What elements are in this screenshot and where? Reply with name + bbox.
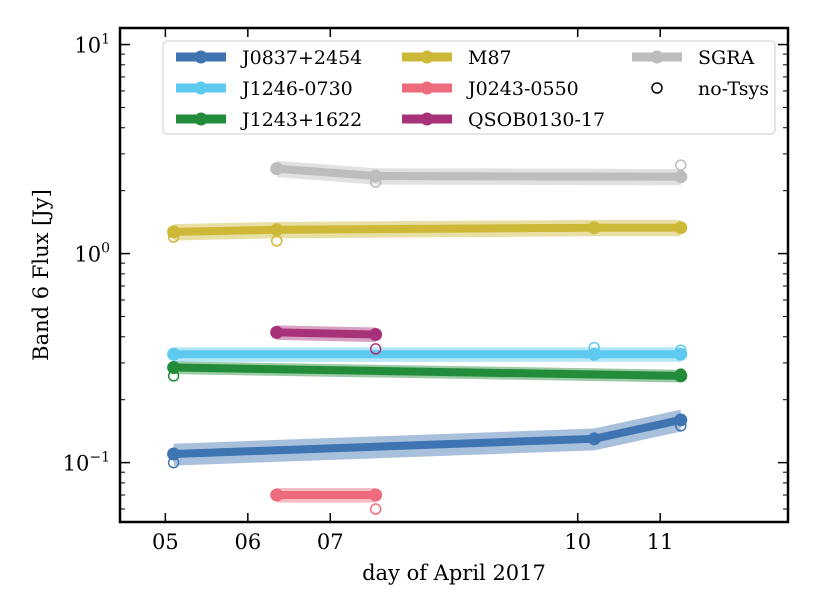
no-tsys-point-j1246-0730 <box>588 341 600 354</box>
no-tsys-point-j1243-1622 <box>675 368 687 380</box>
point-m87 <box>674 221 688 235</box>
point-sgra <box>270 162 284 176</box>
point-qsob0130-17 <box>270 325 284 339</box>
point-j0243-0550 <box>270 488 284 502</box>
x-tick-label: 10 <box>564 530 591 554</box>
legend-box <box>162 40 776 135</box>
no-tsys-point-qsob0130-17 <box>369 343 382 355</box>
line-qsob0130-17 <box>276 328 376 339</box>
point-j0243-0550 <box>369 488 383 502</box>
point-j0837-2454 <box>167 447 181 461</box>
legend-label-m87: M87 <box>468 47 512 69</box>
line-m87 <box>173 223 681 236</box>
legend-dot-j0243-0550 <box>420 81 434 95</box>
y-axis-label: Band 6 Flux [Jy] <box>29 189 53 361</box>
legend-label-j0837-2454: J0837+2454 <box>240 47 362 69</box>
tick-labels: 05 06 07 10 11 10−1 100 101 <box>63 32 674 554</box>
legend-dot-qsob0130-17 <box>420 112 434 126</box>
no-tsys-point-m87 <box>167 231 180 243</box>
x-axis-label: day of April 2017 <box>362 561 546 585</box>
legend-dot-j1246-0730 <box>194 81 208 95</box>
no-tsys-point-j0837-2454 <box>167 456 180 469</box>
no-tsys-point-j1243-1622 <box>167 370 180 382</box>
legend-dot-m87 <box>420 50 434 64</box>
legend-marker-no-tsys <box>651 82 663 94</box>
point-j1246-0730 <box>674 347 688 361</box>
y-tick-label: 101 <box>74 32 110 58</box>
legend-dot-sgra <box>650 50 664 64</box>
plot-frame <box>118 26 790 524</box>
line-j1243-1622 <box>173 363 681 380</box>
point-j0837-2454 <box>587 432 601 446</box>
x-tick-label: 11 <box>647 530 674 554</box>
data-points <box>167 162 688 502</box>
no-tsys-point-m87 <box>270 235 283 247</box>
point-m87 <box>270 223 284 237</box>
legend-label-j0243-0550: J0243-0550 <box>466 78 579 100</box>
point-j1243-1622 <box>167 361 181 375</box>
no-tsys-points <box>167 159 687 515</box>
legend-label-sgra: SGRA <box>698 47 754 69</box>
legend-label-no-tsys: no-Tsys <box>698 78 769 100</box>
point-j0837-2454 <box>674 413 688 427</box>
point-m87 <box>587 221 601 235</box>
no-tsys-point-j0243-0550 <box>369 503 382 515</box>
legend-label-j1243-1622: J1243+1622 <box>240 109 362 131</box>
no-tsys-point-j1246-0730 <box>675 344 687 356</box>
no-tsys-point-sgra <box>675 159 687 171</box>
no-tsys-point-j0837-2454 <box>675 420 687 432</box>
legend-dot-j0837-2454 <box>194 50 208 64</box>
legend: J0837+2454 J1246-0730 J1243+1622 M87 J0243-0… <box>162 40 776 135</box>
x-tick-label: 06 <box>234 530 261 554</box>
axis-ticks <box>120 28 788 522</box>
legend-label-qsob0130-17: QSOB0130-17 <box>468 109 605 131</box>
y-tick-label: 100 <box>74 241 110 267</box>
point-sgra <box>674 170 688 184</box>
point-j1246-0730 <box>167 347 181 361</box>
point-qsob0130-17 <box>369 328 383 342</box>
point-sgra <box>369 169 383 183</box>
x-tick-label: 05 <box>152 530 179 554</box>
y-tick-label: 10−1 <box>63 450 110 476</box>
x-tick-label: 07 <box>317 530 344 554</box>
no-tsys-point-sgra <box>369 176 382 188</box>
legend-dot-j1243-1622 <box>194 112 208 126</box>
point-j1243-1622 <box>674 369 688 383</box>
legend-label-j1246-0730: J1246-0730 <box>240 78 353 100</box>
